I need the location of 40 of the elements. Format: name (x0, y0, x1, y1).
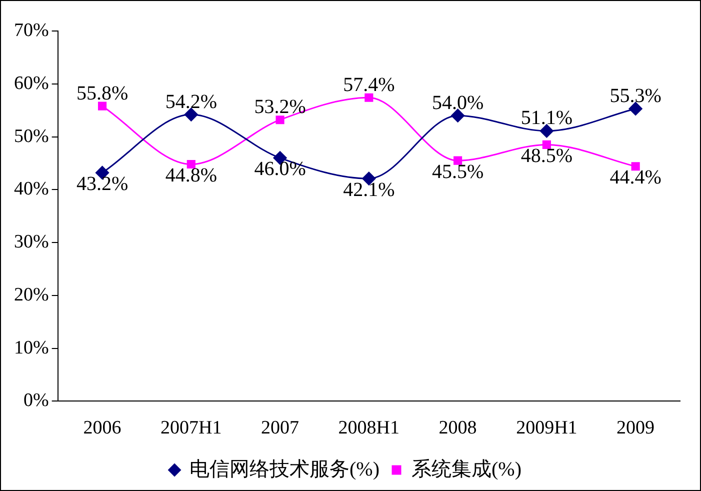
y-tick-label: 50% (14, 126, 49, 147)
x-tick-label: 2009H1 (516, 418, 578, 439)
data-label: 48.5% (520, 144, 573, 167)
x-tick-label: 2009 (616, 418, 655, 439)
x-tick-label: 2008 (438, 418, 477, 439)
point (628, 102, 642, 116)
data-label: 54.0% (432, 92, 484, 114)
x-tick-label: 2007 (261, 418, 300, 439)
legend-label: 电信网络技术服务(%) (190, 458, 380, 480)
point (542, 140, 551, 149)
data-label: 42.1% (343, 178, 395, 201)
y-tick-label: 70% (14, 20, 49, 41)
point (98, 102, 107, 110)
data-label: 55.3% (610, 84, 662, 107)
data-label: 45.5% (432, 160, 484, 183)
data-label: 53.2% (254, 96, 306, 118)
x-tick-label: 2007H1 (160, 418, 222, 439)
y-tick-label: 30% (14, 232, 49, 253)
y-tick-label: 10% (14, 337, 49, 358)
y-tick-label: 20% (14, 284, 49, 306)
point (451, 108, 465, 122)
data-label: 44.4% (610, 166, 662, 189)
data-label: 54.2% (165, 90, 217, 113)
data-label: 43.2% (76, 172, 128, 195)
point (540, 124, 554, 138)
data-label: 46.0% (254, 158, 306, 180)
point (184, 108, 198, 122)
data-label: 51.1% (520, 107, 573, 130)
legend-label: 系统集成(%) (412, 458, 522, 480)
x-tick-label: 2006 (83, 418, 122, 439)
y-tick-label: 0% (24, 390, 49, 412)
data-label: 55.8% (76, 82, 128, 104)
point (276, 116, 284, 124)
y-tick-label: 40% (14, 178, 49, 200)
y-tick-label: 60% (14, 72, 49, 94)
data-label: 57.4% (343, 74, 395, 96)
point (364, 93, 374, 102)
x-tick-label: 2008H1 (338, 418, 400, 439)
point (454, 156, 462, 165)
data-label: 44.8% (165, 164, 217, 187)
